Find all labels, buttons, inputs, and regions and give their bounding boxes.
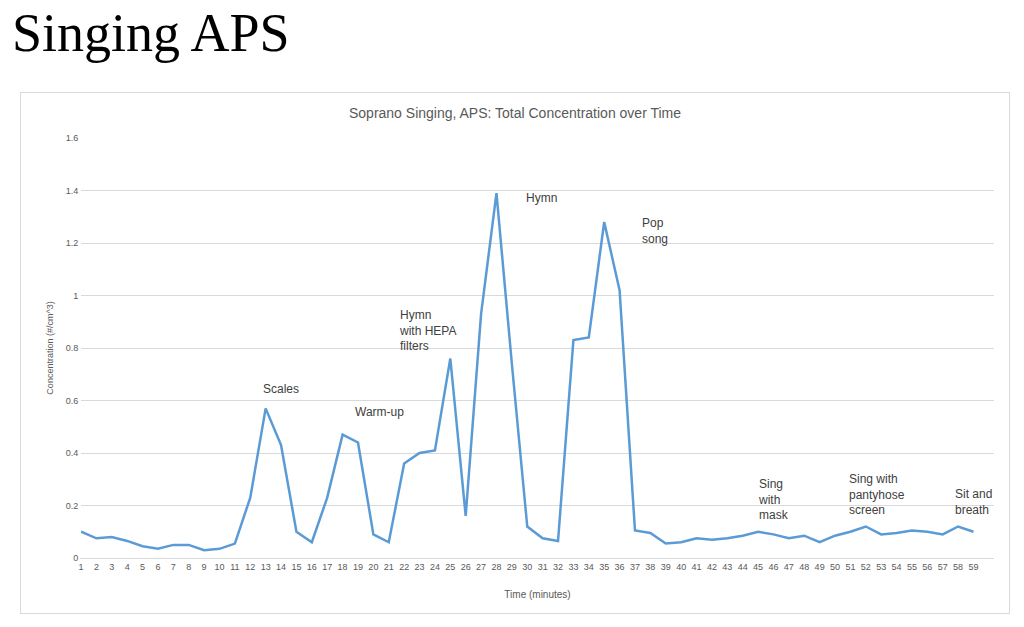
svg-text:2: 2 bbox=[94, 562, 99, 572]
svg-text:32: 32 bbox=[553, 562, 563, 572]
svg-text:46: 46 bbox=[768, 562, 778, 572]
svg-text:15: 15 bbox=[291, 562, 301, 572]
svg-text:27: 27 bbox=[476, 562, 486, 572]
svg-text:Hymnwith HEPAfilters: Hymnwith HEPAfilters bbox=[399, 308, 456, 353]
svg-text:55: 55 bbox=[907, 562, 917, 572]
svg-text:56: 56 bbox=[922, 562, 932, 572]
svg-text:18: 18 bbox=[338, 562, 348, 572]
svg-text:9: 9 bbox=[202, 562, 207, 572]
svg-text:Sing withpantyhosescreen: Sing withpantyhosescreen bbox=[849, 472, 905, 517]
svg-text:Concentration (#/cm^3): Concentration (#/cm^3) bbox=[45, 301, 55, 394]
svg-text:34: 34 bbox=[584, 562, 594, 572]
svg-text:10: 10 bbox=[214, 562, 224, 572]
svg-text:43: 43 bbox=[722, 562, 732, 572]
svg-text:52: 52 bbox=[861, 562, 871, 572]
svg-text:Popsong: Popsong bbox=[642, 216, 668, 246]
svg-text:30: 30 bbox=[522, 562, 532, 572]
svg-text:Time (minutes): Time (minutes) bbox=[504, 589, 570, 600]
svg-text:45: 45 bbox=[753, 562, 763, 572]
svg-text:36: 36 bbox=[615, 562, 625, 572]
svg-text:23: 23 bbox=[415, 562, 425, 572]
svg-text:6: 6 bbox=[155, 562, 160, 572]
svg-text:Sit andbreath: Sit andbreath bbox=[955, 487, 992, 517]
svg-text:3: 3 bbox=[109, 562, 114, 572]
svg-text:50: 50 bbox=[830, 562, 840, 572]
svg-text:41: 41 bbox=[692, 562, 702, 572]
svg-text:0: 0 bbox=[73, 553, 78, 563]
svg-text:22: 22 bbox=[399, 562, 409, 572]
svg-text:59: 59 bbox=[968, 562, 978, 572]
svg-text:31: 31 bbox=[538, 562, 548, 572]
svg-text:37: 37 bbox=[630, 562, 640, 572]
svg-text:8: 8 bbox=[186, 562, 191, 572]
svg-text:1.6: 1.6 bbox=[66, 133, 79, 143]
svg-text:40: 40 bbox=[676, 562, 686, 572]
svg-text:35: 35 bbox=[599, 562, 609, 572]
svg-text:25: 25 bbox=[445, 562, 455, 572]
svg-text:33: 33 bbox=[568, 562, 578, 572]
svg-text:20: 20 bbox=[368, 562, 378, 572]
html-text:Singing APS: Singing APS bbox=[12, 3, 290, 63]
svg-text:39: 39 bbox=[661, 562, 671, 572]
svg-text:12: 12 bbox=[245, 562, 255, 572]
svg-text:17: 17 bbox=[322, 562, 332, 572]
svg-text:47: 47 bbox=[784, 562, 794, 572]
svg-text:26: 26 bbox=[461, 562, 471, 572]
svg-text:21: 21 bbox=[384, 562, 394, 572]
svg-text:53: 53 bbox=[876, 562, 886, 572]
svg-text:28: 28 bbox=[491, 562, 501, 572]
svg-text:0.4: 0.4 bbox=[66, 448, 79, 458]
svg-text:19: 19 bbox=[353, 562, 363, 572]
svg-text:11: 11 bbox=[230, 562, 239, 572]
svg-text:Hymn: Hymn bbox=[526, 191, 557, 205]
svg-text:0.8: 0.8 bbox=[66, 343, 79, 353]
svg-text:58: 58 bbox=[953, 562, 963, 572]
svg-text:1: 1 bbox=[73, 291, 78, 301]
svg-text:49: 49 bbox=[815, 562, 825, 572]
svg-text:1.4: 1.4 bbox=[66, 186, 79, 196]
svg-text:16: 16 bbox=[307, 562, 317, 572]
svg-text:51: 51 bbox=[845, 562, 855, 572]
svg-text:Scales: Scales bbox=[263, 382, 299, 396]
svg-text:29: 29 bbox=[507, 562, 517, 572]
svg-text:7: 7 bbox=[171, 562, 176, 572]
svg-text:13: 13 bbox=[261, 562, 271, 572]
svg-text:38: 38 bbox=[645, 562, 655, 572]
svg-text:57: 57 bbox=[938, 562, 948, 572]
svg-text:14: 14 bbox=[276, 562, 286, 572]
svg-text:1: 1 bbox=[78, 562, 83, 572]
svg-text:1.2: 1.2 bbox=[66, 238, 79, 248]
svg-text:Warm-up: Warm-up bbox=[355, 405, 404, 419]
svg-text:54: 54 bbox=[892, 562, 902, 572]
svg-text:44: 44 bbox=[738, 562, 748, 572]
svg-text:4: 4 bbox=[125, 562, 130, 572]
svg-text:Singwithmask: Singwithmask bbox=[758, 477, 789, 522]
svg-text:0.6: 0.6 bbox=[66, 396, 79, 406]
svg-text:5: 5 bbox=[140, 562, 145, 572]
svg-text:42: 42 bbox=[707, 562, 717, 572]
svg-text:Soprano Singing, APS: Total Co: Soprano Singing, APS: Total Concentratio… bbox=[349, 105, 681, 121]
svg-text:0.2: 0.2 bbox=[66, 501, 79, 511]
svg-text:24: 24 bbox=[430, 562, 440, 572]
svg-text:48: 48 bbox=[799, 562, 809, 572]
